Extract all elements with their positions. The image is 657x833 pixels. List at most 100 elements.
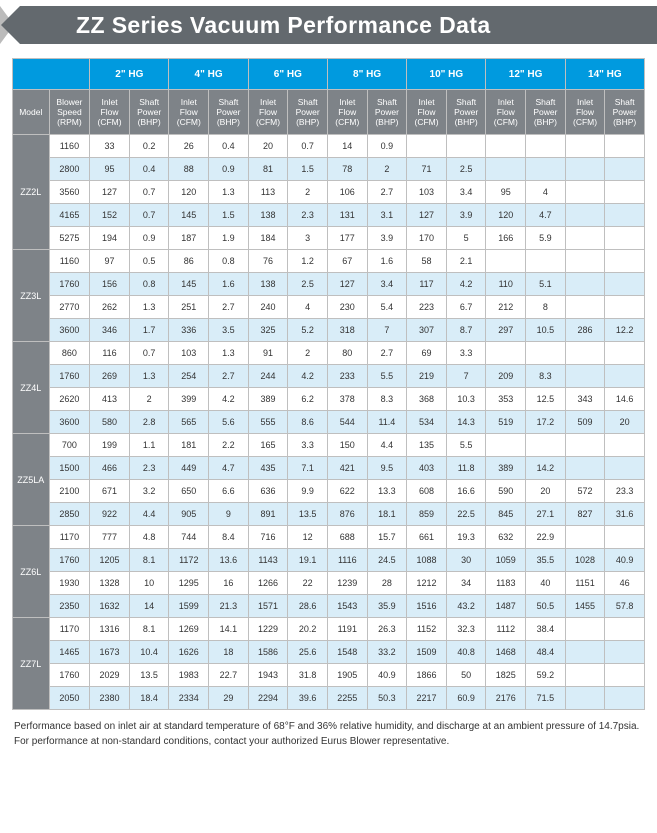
value-cell: 389 (248, 388, 288, 411)
value-cell: 32.3 (446, 618, 486, 641)
value-cell: 1183 (486, 572, 526, 595)
value-cell: 4.2 (288, 365, 328, 388)
value-cell: 346 (90, 319, 130, 342)
value-cell: 80 (327, 342, 367, 365)
value-cell: 13.3 (367, 480, 407, 503)
rpm-cell: 700 (49, 434, 90, 457)
subheader-inlet-1: InletFlow(CFM) (169, 90, 209, 135)
value-cell: 1548 (327, 641, 367, 664)
rpm-cell: 1465 (49, 641, 90, 664)
value-cell: 572 (565, 480, 605, 503)
table-row: 1465167310.4162618158625.6154833.2150940… (13, 641, 645, 664)
value-cell: 14.3 (446, 411, 486, 434)
value-cell: 827 (565, 503, 605, 526)
value-cell: 8.1 (129, 549, 169, 572)
rpm-cell: 2620 (49, 388, 90, 411)
value-cell: 1316 (90, 618, 130, 641)
value-cell: 33 (90, 135, 130, 158)
rpm-cell: 1500 (49, 457, 90, 480)
value-cell: 19.1 (288, 549, 328, 572)
value-cell: 2 (288, 342, 328, 365)
header-blank (13, 59, 90, 90)
value-cell: 632 (486, 526, 526, 549)
rpm-cell: 1760 (49, 549, 90, 572)
value-cell: 117 (407, 273, 447, 296)
value-cell: 230 (327, 296, 367, 319)
table-row: ZZ6L11707774.87448.47161268815.766119.36… (13, 526, 645, 549)
rpm-cell: 2850 (49, 503, 90, 526)
header-hg-2: 6" HG (248, 59, 327, 90)
table-row: 21006713.26506.66369.962213.360816.65902… (13, 480, 645, 503)
value-cell: 166 (486, 227, 526, 250)
title-banner: ZZ Series Vacuum Performance Data (0, 6, 657, 44)
value-cell: 8.1 (129, 618, 169, 641)
value-cell: 251 (169, 296, 209, 319)
value-cell (605, 227, 645, 250)
table-row: 35601270.71201.311321062.71033.4954 (13, 181, 645, 204)
value-cell: 859 (407, 503, 447, 526)
value-cell: 22.9 (526, 526, 566, 549)
value-cell (605, 641, 645, 664)
value-cell: 199 (90, 434, 130, 457)
table-row: 2800950.4880.9811.5782712.5 (13, 158, 645, 181)
value-cell (605, 158, 645, 181)
value-cell (565, 687, 605, 710)
value-cell: 2.1 (446, 250, 486, 273)
value-cell: 0.9 (129, 227, 169, 250)
value-cell (605, 181, 645, 204)
value-cell: 1152 (407, 618, 447, 641)
value-cell: 368 (407, 388, 447, 411)
value-cell: 0.7 (129, 204, 169, 227)
value-cell: 1.2 (288, 250, 328, 273)
value-cell: 1.5 (209, 204, 249, 227)
value-cell: 1.7 (129, 319, 169, 342)
subheader-shaft-3: ShaftPower(BHP) (367, 90, 407, 135)
value-cell (565, 204, 605, 227)
value-cell: 60.9 (446, 687, 486, 710)
value-cell: 7.1 (288, 457, 328, 480)
value-cell: 1626 (169, 641, 209, 664)
value-cell: 22 (288, 572, 328, 595)
value-cell: 413 (90, 388, 130, 411)
value-cell: 145 (169, 273, 209, 296)
value-cell: 4.4 (367, 434, 407, 457)
value-cell (486, 250, 526, 273)
value-cell: 11.8 (446, 457, 486, 480)
value-cell: 2217 (407, 687, 447, 710)
value-cell: 7 (367, 319, 407, 342)
subheader-shaft-4: ShaftPower(BHP) (446, 90, 486, 135)
value-cell: 40.9 (605, 549, 645, 572)
value-cell: 1088 (407, 549, 447, 572)
rpm-cell: 2100 (49, 480, 90, 503)
value-cell: 1295 (169, 572, 209, 595)
value-cell: 1673 (90, 641, 130, 664)
value-cell: 688 (327, 526, 367, 549)
value-cell (605, 664, 645, 687)
value-cell: 1983 (169, 664, 209, 687)
subheader-inlet-0: InletFlow(CFM) (90, 90, 130, 135)
value-cell: 194 (90, 227, 130, 250)
page-title: ZZ Series Vacuum Performance Data (76, 12, 491, 39)
value-cell: 2.7 (209, 296, 249, 319)
value-cell: 120 (486, 204, 526, 227)
value-cell: 57.8 (605, 595, 645, 618)
value-cell (605, 687, 645, 710)
value-cell: 6.6 (209, 480, 249, 503)
value-cell: 9.9 (288, 480, 328, 503)
value-cell: 4.4 (129, 503, 169, 526)
value-cell: 14.6 (605, 388, 645, 411)
value-cell: 0.2 (129, 135, 169, 158)
value-cell: 777 (90, 526, 130, 549)
table-row: 28509224.4905989113.587618.185922.584527… (13, 503, 645, 526)
value-cell: 716 (248, 526, 288, 549)
value-cell: 91 (248, 342, 288, 365)
value-cell: 403 (407, 457, 447, 480)
value-cell: 12.5 (526, 388, 566, 411)
value-cell (486, 158, 526, 181)
subheader-model: Model (13, 90, 50, 135)
rpm-cell: 3600 (49, 411, 90, 434)
value-cell: 20 (605, 411, 645, 434)
value-cell: 50.3 (367, 687, 407, 710)
value-cell (526, 135, 566, 158)
header-hg-3: 8" HG (327, 59, 406, 90)
